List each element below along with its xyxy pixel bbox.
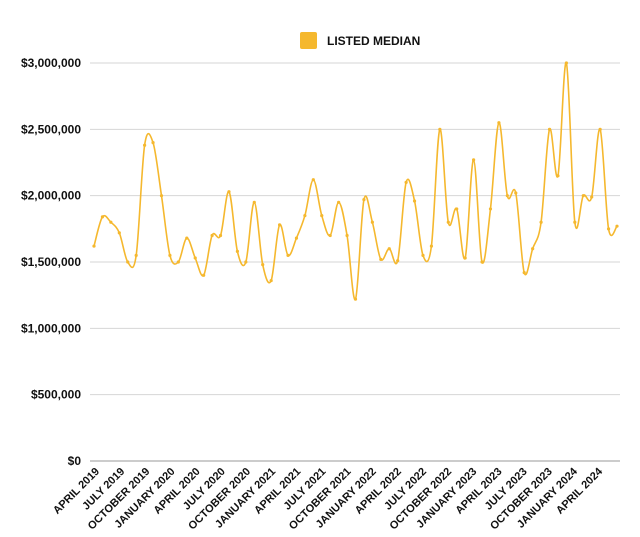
data-point	[438, 127, 442, 131]
data-point	[429, 244, 434, 248]
legend-label: LISTED MEDIAN	[327, 34, 420, 48]
data-point	[514, 191, 518, 195]
data-point	[488, 207, 493, 211]
data-point	[337, 200, 341, 204]
data-point	[269, 278, 273, 283]
data-point	[159, 194, 164, 198]
data-point	[615, 224, 619, 228]
data-point	[185, 236, 189, 240]
data-point	[218, 233, 223, 238]
data-point	[463, 256, 467, 260]
y-tick-label: $1,000,000	[21, 321, 81, 335]
y-tick-label: $0	[68, 454, 82, 468]
data-point	[320, 213, 324, 218]
data-point	[176, 260, 180, 264]
data-point	[421, 253, 425, 257]
data-point	[328, 233, 332, 238]
data-point	[286, 253, 290, 257]
data-point	[590, 195, 594, 199]
data-point	[261, 263, 265, 267]
data-point	[387, 247, 391, 251]
data-point	[547, 127, 552, 131]
legend-swatch	[300, 32, 317, 49]
data-point	[353, 297, 358, 301]
data-point	[598, 127, 602, 131]
data-point	[109, 220, 113, 224]
series-layer	[92, 61, 619, 301]
data-point	[202, 273, 206, 277]
data-point	[505, 194, 509, 198]
data-point	[412, 199, 417, 203]
data-point	[606, 227, 611, 231]
data-point	[539, 220, 543, 224]
data-point	[362, 198, 366, 202]
y-axis-ticks: $0 $500,000 $1,000,000 $1,500,000 $2,000,000…	[21, 56, 81, 468]
gridlines	[90, 62, 620, 462]
data-point	[556, 174, 560, 178]
y-tick-label: $3,000,000	[21, 56, 81, 70]
data-point	[134, 253, 138, 257]
data-point	[396, 259, 400, 263]
data-point	[345, 233, 349, 238]
data-point	[446, 220, 450, 224]
data-point	[370, 220, 374, 224]
data-point	[244, 260, 248, 264]
data-point	[235, 249, 240, 253]
data-point	[311, 178, 315, 182]
data-point	[252, 200, 256, 204]
data-point	[143, 143, 147, 147]
data-point	[404, 180, 408, 184]
data-point	[100, 215, 105, 219]
data-point	[126, 260, 130, 264]
data-point	[277, 223, 282, 227]
data-point	[564, 61, 568, 65]
data-point	[92, 244, 96, 248]
data-point	[573, 220, 577, 224]
y-tick-label: $500,000	[31, 388, 81, 402]
y-tick-label: $2,500,000	[21, 122, 81, 136]
data-point	[379, 257, 383, 261]
data-point	[497, 121, 501, 125]
data-point	[522, 271, 526, 275]
data-point	[480, 260, 484, 264]
data-point	[210, 233, 214, 238]
data-point	[227, 190, 231, 194]
data-point	[303, 213, 307, 218]
data-point	[294, 236, 299, 240]
legend: LISTED MEDIAN	[300, 32, 420, 49]
data-point	[471, 158, 476, 162]
y-tick-label: $2,000,000	[21, 189, 81, 203]
data-point	[151, 141, 155, 145]
data-point	[193, 256, 197, 260]
y-tick-label: $1,500,000	[21, 255, 81, 269]
data-point	[117, 231, 121, 235]
data-point	[531, 247, 535, 251]
series-line-listed-median	[93, 62, 618, 300]
data-point	[455, 207, 459, 211]
data-point	[168, 253, 172, 257]
data-point	[581, 194, 585, 198]
